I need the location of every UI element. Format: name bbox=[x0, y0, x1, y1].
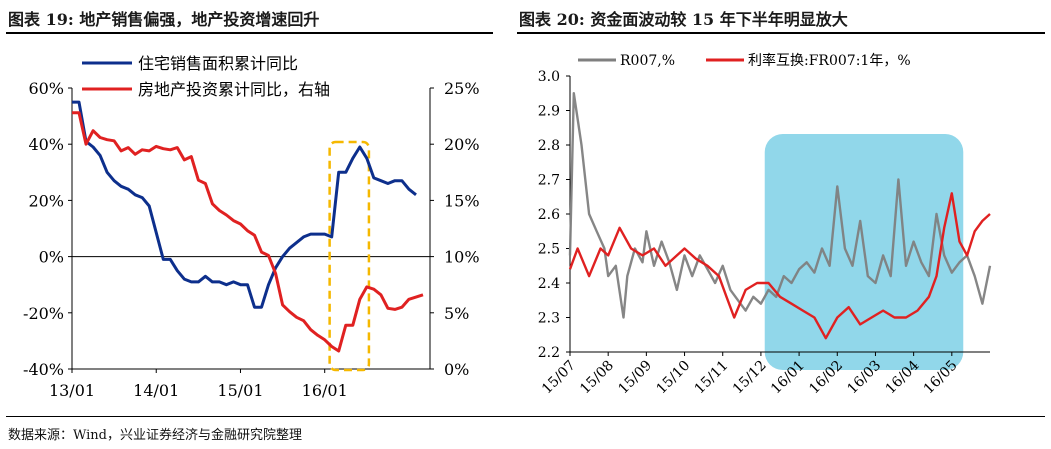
chart-left: 60% 40% 20% 0% -20% -40% 25% 20% 15% 10% 5% 0% 13/01… bbox=[23, 54, 480, 400]
x-tick-label: 15/12 bbox=[730, 358, 770, 398]
y-tick-label: 2.9 bbox=[538, 104, 560, 120]
x-tick-label: 14/01 bbox=[133, 381, 179, 400]
x-tick-label: 13/01 bbox=[49, 381, 95, 400]
series-line-irs bbox=[568, 192, 991, 340]
x-tick-label: 15/10 bbox=[654, 358, 694, 398]
y-right-tick-label: 0% bbox=[444, 360, 469, 379]
legend-label: 住宅销售面积累计同比 bbox=[138, 54, 298, 73]
y-tick-label: 3.0 bbox=[538, 69, 560, 85]
chart-title-right: 图表 20: 资金面波动较 15 年下半年明显放大 bbox=[519, 10, 848, 29]
highlight-box bbox=[328, 140, 371, 372]
y-right-tick-label: 15% bbox=[444, 191, 480, 210]
footer-rule bbox=[6, 416, 1045, 417]
title-rule-right bbox=[517, 32, 1045, 34]
x-tick-label: 15/09 bbox=[615, 358, 655, 398]
y-left-tick-label: -20% bbox=[23, 304, 64, 323]
y-left-tick-label: -40% bbox=[23, 360, 64, 379]
legend-label: R007,% bbox=[620, 53, 675, 69]
y-tick-label: 2.2 bbox=[538, 345, 560, 361]
title-rule-left bbox=[6, 32, 493, 34]
y-right-tick-label: 20% bbox=[444, 135, 480, 154]
series-line-r007 bbox=[568, 92, 992, 319]
x-tick-label: 16/01 bbox=[302, 381, 348, 400]
x-tick-label: 15/01 bbox=[217, 381, 263, 400]
x-tick-label: 15/08 bbox=[577, 358, 617, 398]
y-tick-label: 2.8 bbox=[538, 138, 560, 154]
x-tick-label: 15/07 bbox=[539, 358, 579, 398]
y-tick-label: 2.3 bbox=[538, 311, 560, 327]
y-tick-label: 2.5 bbox=[538, 242, 560, 258]
legend-label: 房地产投资累计同比，右轴 bbox=[138, 80, 330, 99]
y-right-tick-label: 5% bbox=[444, 304, 469, 323]
y-left-tick-label: 40% bbox=[28, 135, 64, 154]
y-left-tick-label: 0% bbox=[39, 248, 64, 267]
source-note: 数据来源：Wind，兴业证券经济与金融研究院整理 bbox=[8, 428, 302, 443]
y-tick-label: 2.6 bbox=[538, 207, 560, 223]
chart-title-left: 图表 19: 地产销售偏强，地产投资增速回升 bbox=[8, 10, 320, 29]
y-left-tick-label: 20% bbox=[28, 191, 64, 210]
y-tick-label: 2.4 bbox=[538, 276, 560, 292]
series-line-sales bbox=[72, 100, 417, 309]
x-tick-label: 15/11 bbox=[692, 358, 732, 398]
y-right-tick-label: 25% bbox=[444, 79, 480, 98]
y-tick-label: 2.7 bbox=[538, 173, 560, 189]
series-line-investment bbox=[72, 111, 424, 353]
y-right-tick-label: 10% bbox=[444, 248, 480, 267]
legend-label: 利率互换:FR007:1年，% bbox=[748, 52, 911, 69]
y-left-tick-label: 60% bbox=[28, 79, 64, 98]
chart-right: 3.02.92.82.72.62.52.42.32.215/0715/0815/… bbox=[538, 52, 992, 398]
